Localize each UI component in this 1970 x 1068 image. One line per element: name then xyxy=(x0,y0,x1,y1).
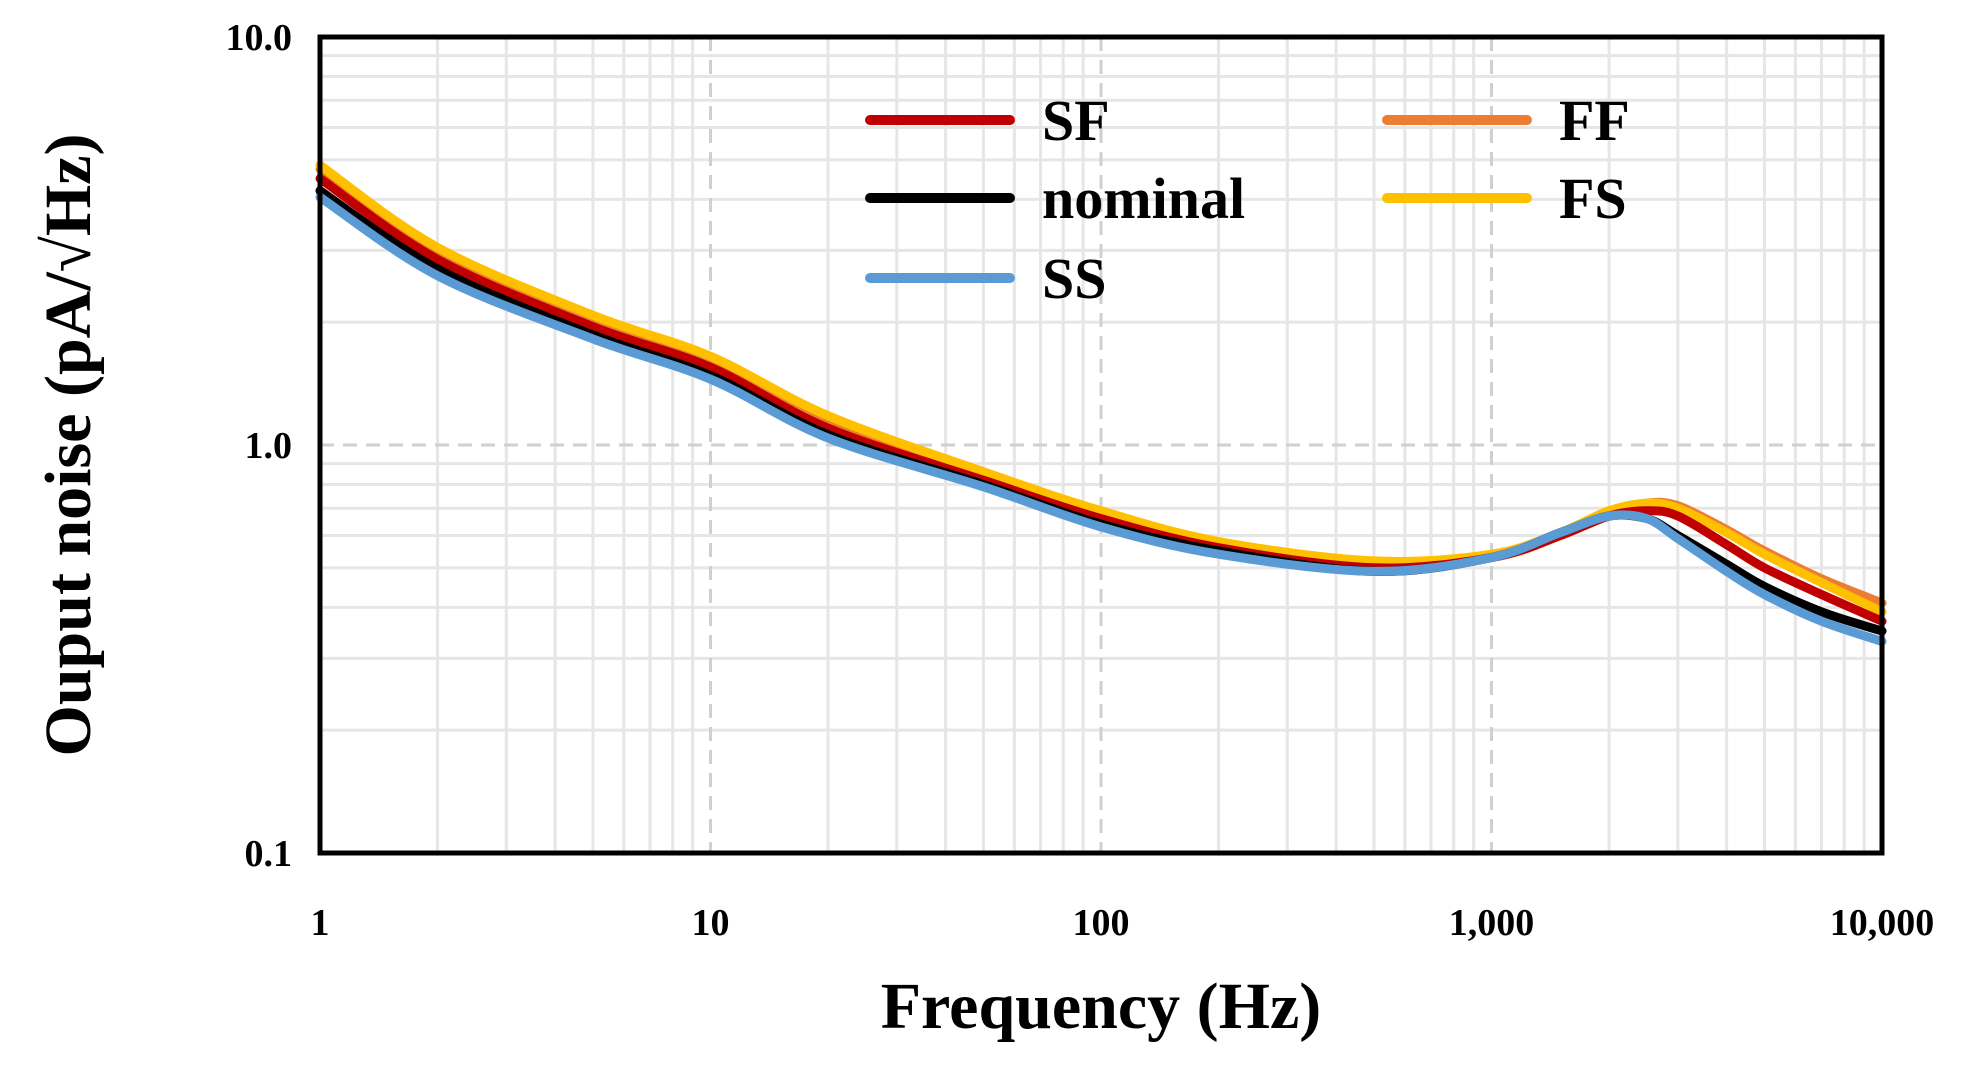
legend-item-ff: FF xyxy=(1382,88,1630,153)
x-tick-label: 1,000 xyxy=(1449,902,1535,944)
y-tick-label: 1.0 xyxy=(245,425,293,467)
legend-item-sf: SF xyxy=(865,88,1110,153)
series-line-ss xyxy=(315,192,1887,646)
legend-label: FS xyxy=(1559,166,1627,231)
x-tick-labels: 1 10 100 1,000 10,000 xyxy=(311,902,1935,944)
legend-label: FF xyxy=(1559,88,1630,153)
y-tick-label: 10.0 xyxy=(226,17,293,59)
series-lines xyxy=(315,160,1887,646)
y-tick-labels: 0.1 1.0 10.0 xyxy=(226,17,293,875)
x-tick-label: 10,000 xyxy=(1830,902,1935,944)
series-line-fs xyxy=(315,160,1887,617)
legend-item-nominal: nominal xyxy=(865,166,1245,231)
legend-item-fs: FS xyxy=(1382,166,1627,231)
x-axis-title: Frequency (Hz) xyxy=(881,970,1322,1043)
y-tick-label: 0.1 xyxy=(245,833,293,875)
legend-item-ss: SS xyxy=(865,246,1107,311)
y-axis-title: Ouput noise (pA/√Hz) xyxy=(32,134,105,757)
x-tick-label: 100 xyxy=(1073,902,1130,944)
plot-frame xyxy=(317,34,1885,856)
x-tick-label: 10 xyxy=(692,902,730,944)
legend: SF FF nominal FS SS xyxy=(865,88,1630,311)
legend-label: nominal xyxy=(1042,166,1245,231)
x-tick-label: 1 xyxy=(311,902,330,944)
legend-label: SF xyxy=(1042,88,1110,153)
legend-label: SS xyxy=(1042,246,1107,311)
